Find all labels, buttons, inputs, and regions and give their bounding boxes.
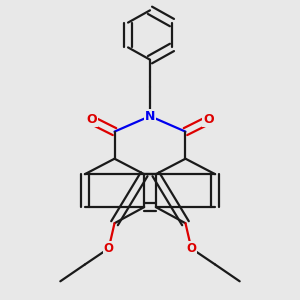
Text: O: O	[203, 113, 214, 127]
Text: O: O	[186, 242, 196, 255]
Text: N: N	[145, 110, 155, 123]
Text: O: O	[104, 242, 114, 255]
Text: O: O	[86, 113, 97, 127]
